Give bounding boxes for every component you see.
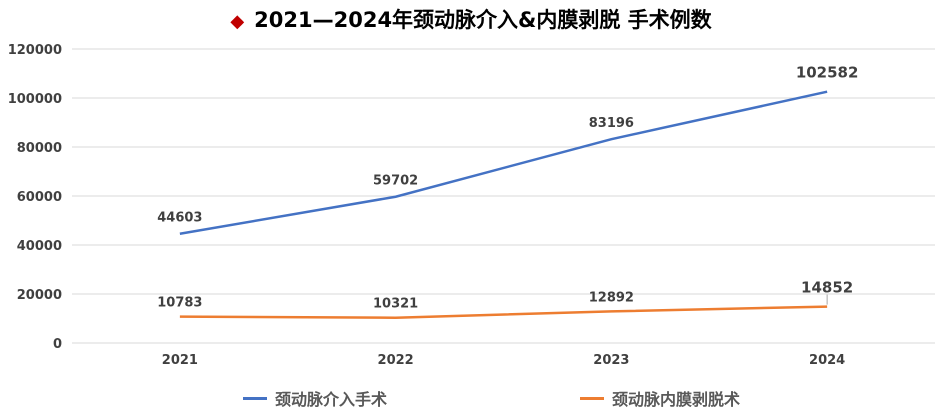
- data-label: 12892: [589, 290, 634, 305]
- x-tick-label: 2021: [162, 353, 198, 368]
- y-tick-label: 40000: [17, 239, 62, 254]
- data-label: 10321: [373, 297, 418, 312]
- y-tick-label: 80000: [17, 141, 62, 156]
- y-tick-label: 60000: [17, 190, 62, 205]
- series-line-1: [179, 305, 828, 319]
- x-tick-label: 2023: [593, 353, 629, 368]
- data-label: 59702: [373, 174, 418, 189]
- legend-label: 颈动脉内膜剥脱术: [612, 390, 741, 409]
- legend-swatch: [580, 396, 604, 400]
- diamond-icon: ◆: [230, 11, 245, 32]
- data-label: 44603: [157, 211, 202, 226]
- chart-title: ◆ 2021—2024年颈动脉介入&内膜剥脱 手术例数: [0, 4, 942, 34]
- data-label: 102582: [796, 64, 859, 82]
- x-tick-label: 2022: [378, 353, 414, 368]
- data-label: 14852: [801, 279, 853, 297]
- x-tick-label: 2024: [809, 353, 845, 368]
- y-tick-label: 100000: [8, 92, 62, 107]
- data-label: 10783: [157, 296, 202, 311]
- legend-item-0: 颈动脉介入手术: [243, 386, 387, 410]
- legend-swatch: [243, 396, 267, 400]
- legend-label: 颈动脉介入手术: [275, 390, 388, 409]
- chart-title-text: 2021—2024年颈动脉介入&内膜剥脱 手术例数: [254, 8, 712, 32]
- y-tick-label: 0: [53, 337, 62, 352]
- y-tick-label: 20000: [17, 288, 62, 303]
- legend-item-1: 颈动脉内膜剥脱术: [580, 386, 740, 410]
- data-label: 83196: [589, 116, 634, 131]
- series-line-0: [179, 90, 828, 235]
- y-tick-label: 120000: [8, 43, 62, 58]
